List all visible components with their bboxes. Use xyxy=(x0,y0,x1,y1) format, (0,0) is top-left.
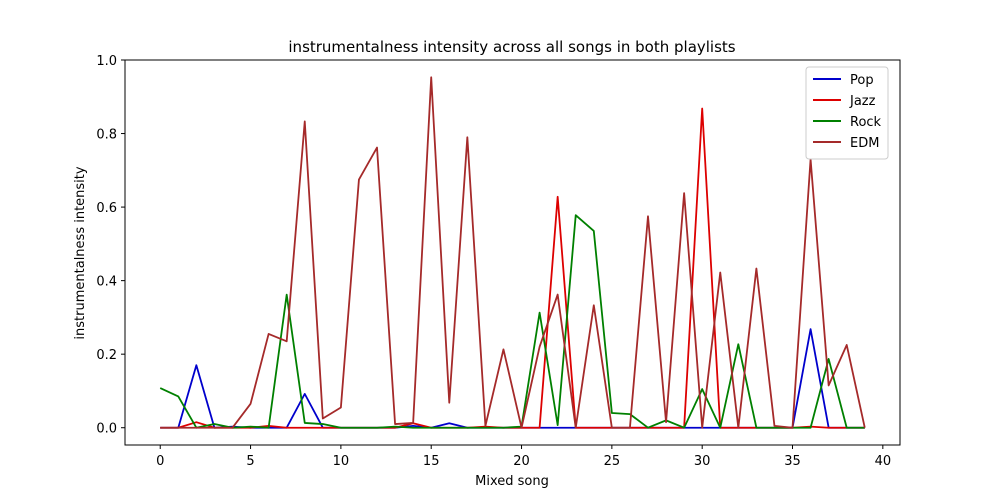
legend-label-rock: Rock xyxy=(850,115,882,130)
y-tick-label: 0.0 xyxy=(96,422,117,437)
series-layer xyxy=(159,76,866,429)
x-tick-label: 20 xyxy=(513,454,530,469)
legend-box xyxy=(805,66,889,160)
y-axis: 0.0 0.2 0.4 0.6 0.8 1.0 xyxy=(96,54,125,437)
y-tick-label: 0.4 xyxy=(96,275,117,290)
x-axis-label: Mixed song xyxy=(475,474,549,489)
chart-title: instrumentalness intensity across all so… xyxy=(288,38,735,56)
series-line-edm xyxy=(160,76,866,429)
y-tick-label: 1.0 xyxy=(96,54,117,69)
x-tick-label: 5 xyxy=(246,454,254,469)
series-line-rock xyxy=(159,214,865,429)
x-tick-label: 40 xyxy=(875,454,892,469)
legend: Pop Jazz Rock EDM xyxy=(805,66,889,160)
legend-label-jazz: Jazz xyxy=(849,94,876,109)
x-tick-label: 35 xyxy=(784,454,801,469)
x-tick-label: 15 xyxy=(423,454,440,469)
legend-label-pop: Pop xyxy=(850,73,874,88)
y-tick-label: 0.8 xyxy=(96,128,117,143)
y-tick-label: 0.2 xyxy=(96,348,117,363)
x-tick-label: 30 xyxy=(694,454,711,469)
x-tick-label: 25 xyxy=(604,454,621,469)
legend-label-edm: EDM xyxy=(850,136,879,151)
y-axis-label: instrumentalness intensity xyxy=(73,166,88,339)
x-axis: 0 5 10 15 20 25 30 35 40 xyxy=(156,445,891,469)
x-tick-label: 10 xyxy=(333,454,350,469)
y-tick-label: 0.6 xyxy=(96,201,117,216)
plot-frame xyxy=(124,59,901,446)
x-tick-label: 0 xyxy=(156,454,164,469)
